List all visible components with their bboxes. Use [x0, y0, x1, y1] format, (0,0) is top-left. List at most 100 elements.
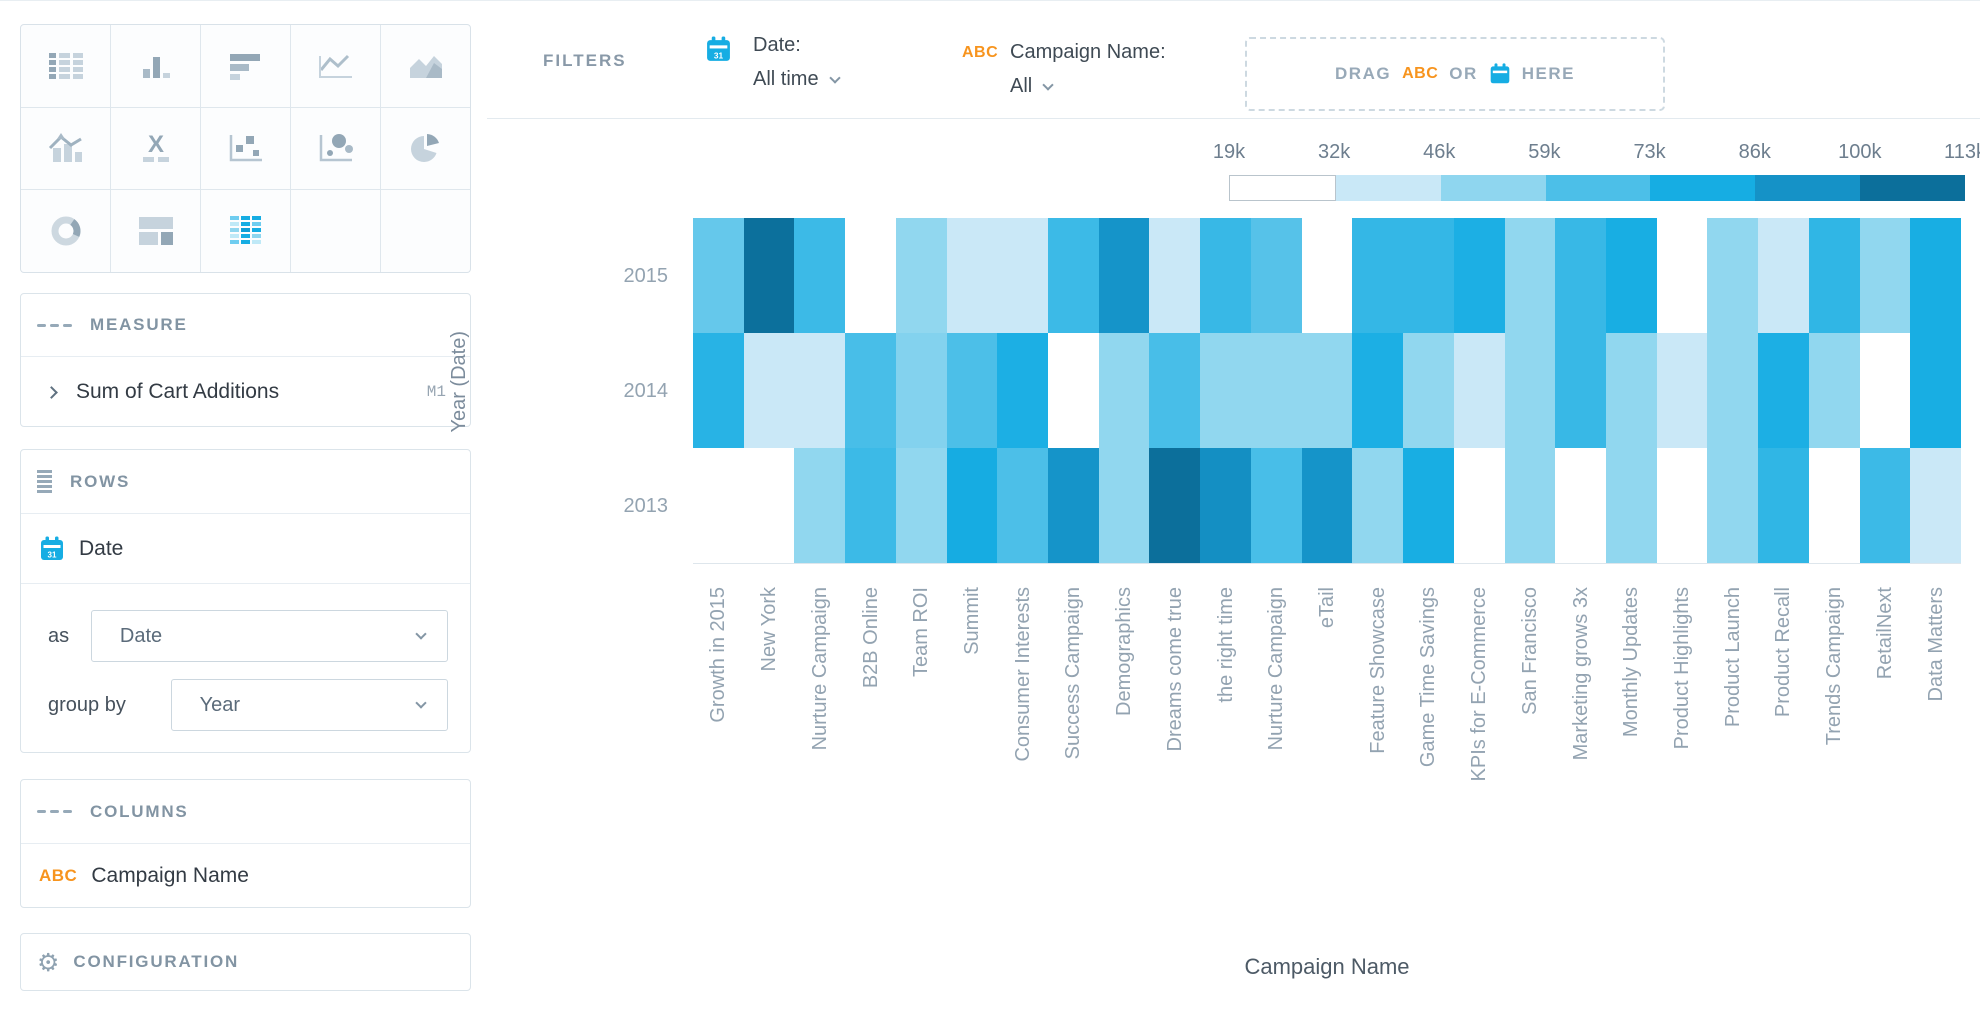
- heatmap-cell[interactable]: [794, 218, 846, 333]
- heatmap-cell[interactable]: [1453, 448, 1505, 563]
- viz-type-pie-chart[interactable]: [381, 107, 470, 190]
- viz-type-bar-chart[interactable]: [201, 25, 290, 107]
- heatmap-cell[interactable]: [1555, 448, 1606, 563]
- measure-panel-header[interactable]: MEASURE: [21, 294, 470, 357]
- heatmap-cell[interactable]: [1808, 448, 1860, 563]
- heatmap-cell[interactable]: [1352, 218, 1404, 333]
- heatmap-cell[interactable]: [1656, 333, 1708, 448]
- heatmap-cell[interactable]: [1910, 448, 1961, 563]
- heatmap-cell[interactable]: [1859, 448, 1911, 563]
- viz-type-line-chart[interactable]: [291, 25, 380, 107]
- rows-panel-header[interactable]: ROWS: [21, 450, 470, 514]
- viz-type-combo-chart[interactable]: [21, 107, 110, 190]
- heatmap-cell[interactable]: [1352, 448, 1404, 563]
- heatmap-cell[interactable]: [1707, 218, 1759, 333]
- heatmap-cell[interactable]: [1605, 333, 1657, 448]
- viz-type-donut-chart[interactable]: [21, 190, 110, 272]
- heatmap-cell[interactable]: [1098, 448, 1150, 563]
- heatmap-cell[interactable]: [1403, 218, 1454, 333]
- heatmap-cell[interactable]: [1758, 218, 1809, 333]
- heatmap-cell[interactable]: [895, 333, 947, 448]
- heatmap-cell[interactable]: [997, 333, 1049, 448]
- heatmap-cell[interactable]: [1707, 333, 1759, 448]
- heatmap-cell[interactable]: [1555, 333, 1606, 448]
- heatmap-cell[interactable]: [1048, 333, 1099, 448]
- heatmap-cell[interactable]: [794, 333, 846, 448]
- heatmap-cell[interactable]: [997, 218, 1049, 333]
- heatmap-cell[interactable]: [845, 333, 896, 448]
- heatmap-cell[interactable]: [1605, 218, 1657, 333]
- viz-type-treemap[interactable]: [111, 190, 200, 272]
- heatmap-cell[interactable]: [845, 218, 896, 333]
- heatmap-cell[interactable]: [1808, 218, 1860, 333]
- heatmap-cell[interactable]: [946, 218, 998, 333]
- heatmap-cell[interactable]: [1453, 333, 1505, 448]
- heatmap-cell[interactable]: [743, 333, 795, 448]
- heatmap-cell[interactable]: [1200, 218, 1251, 333]
- heatmap-cell[interactable]: [1859, 218, 1911, 333]
- heatmap-cell[interactable]: [1656, 218, 1708, 333]
- heatmap-cell[interactable]: [1250, 448, 1302, 563]
- viz-type-heatmap[interactable]: [201, 190, 290, 272]
- heatmap-cell[interactable]: [1149, 333, 1201, 448]
- heatmap-cell[interactable]: [1656, 448, 1708, 563]
- heatmap-cell[interactable]: [895, 218, 947, 333]
- heatmap-cell[interactable]: [1098, 333, 1150, 448]
- heatmap-cell[interactable]: [1250, 333, 1302, 448]
- heatmap-cell[interactable]: [743, 218, 795, 333]
- heatmap-cell[interactable]: [1200, 448, 1251, 563]
- heatmap-cell[interactable]: [895, 448, 947, 563]
- heatmap-cell[interactable]: [1301, 448, 1353, 563]
- heatmap-cell[interactable]: [1403, 333, 1454, 448]
- heatmap-cell[interactable]: [1098, 218, 1150, 333]
- heatmap-cell[interactable]: [1504, 218, 1556, 333]
- viz-type-area-chart[interactable]: [381, 25, 470, 107]
- heatmap-cell[interactable]: [1859, 333, 1911, 448]
- heatmap-cell[interactable]: [1910, 218, 1961, 333]
- heatmap-cell[interactable]: [845, 448, 896, 563]
- viz-type-bubble-chart[interactable]: [291, 107, 380, 190]
- heatmap-cell[interactable]: [1504, 448, 1556, 563]
- columns-item-campaign[interactable]: ABC Campaign Name: [21, 844, 470, 908]
- heatmap-cell[interactable]: [1808, 333, 1860, 448]
- campaign-filter-value[interactable]: All: [1010, 75, 1166, 98]
- heatmap-cell[interactable]: [946, 333, 998, 448]
- heatmap-cell[interactable]: [693, 448, 744, 563]
- viz-type-column-chart[interactable]: [111, 25, 200, 107]
- heatmap-cell[interactable]: [693, 333, 744, 448]
- heatmap-cell[interactable]: [1149, 218, 1201, 333]
- heatmap-cell[interactable]: [1910, 333, 1961, 448]
- rows-item-date[interactable]: 31 Date: [21, 514, 470, 583]
- heatmap-cell[interactable]: [1403, 448, 1454, 563]
- heatmap-cell[interactable]: [1301, 218, 1353, 333]
- heatmap-cell[interactable]: [1352, 333, 1404, 448]
- heatmap-cell[interactable]: [1048, 218, 1099, 333]
- heatmap-cell[interactable]: [1605, 448, 1657, 563]
- heatmap-cell[interactable]: [1149, 448, 1201, 563]
- expand-chevron-icon[interactable]: [45, 385, 58, 399]
- columns-panel-header[interactable]: COLUMNS: [21, 780, 470, 844]
- heatmap-cell[interactable]: [1301, 333, 1353, 448]
- date-filter[interactable]: 31 Date: All time: [705, 34, 841, 91]
- date-filter-value[interactable]: All time: [753, 68, 841, 91]
- group-by-select[interactable]: Year: [170, 679, 448, 731]
- heatmap-cell[interactable]: [693, 218, 744, 333]
- campaign-filter[interactable]: ABC Campaign Name: All: [962, 41, 1166, 98]
- heatmap-cell[interactable]: [997, 448, 1049, 563]
- heatmap-cell[interactable]: [1758, 448, 1809, 563]
- configuration-header[interactable]: ⚙ CONFIGURATION: [21, 934, 470, 990]
- heatmap-cell[interactable]: [1250, 218, 1302, 333]
- heatmap-cell[interactable]: [1555, 218, 1606, 333]
- viz-type-table[interactable]: [21, 25, 110, 107]
- heatmap-cell[interactable]: [1048, 448, 1099, 563]
- heatmap-cell[interactable]: [1200, 333, 1251, 448]
- heatmap-cell[interactable]: [1453, 218, 1505, 333]
- heatmap-cell[interactable]: [794, 448, 846, 563]
- heatmap-cell[interactable]: [743, 448, 795, 563]
- filter-dropzone[interactable]: DRAG ABC OR HERE: [1245, 37, 1665, 111]
- viz-type-headline[interactable]: X: [111, 107, 200, 190]
- heatmap-cell[interactable]: [1758, 333, 1809, 448]
- heatmap-cell[interactable]: [1504, 333, 1556, 448]
- heatmap-cell[interactable]: [946, 448, 998, 563]
- as-select[interactable]: Date: [90, 610, 448, 662]
